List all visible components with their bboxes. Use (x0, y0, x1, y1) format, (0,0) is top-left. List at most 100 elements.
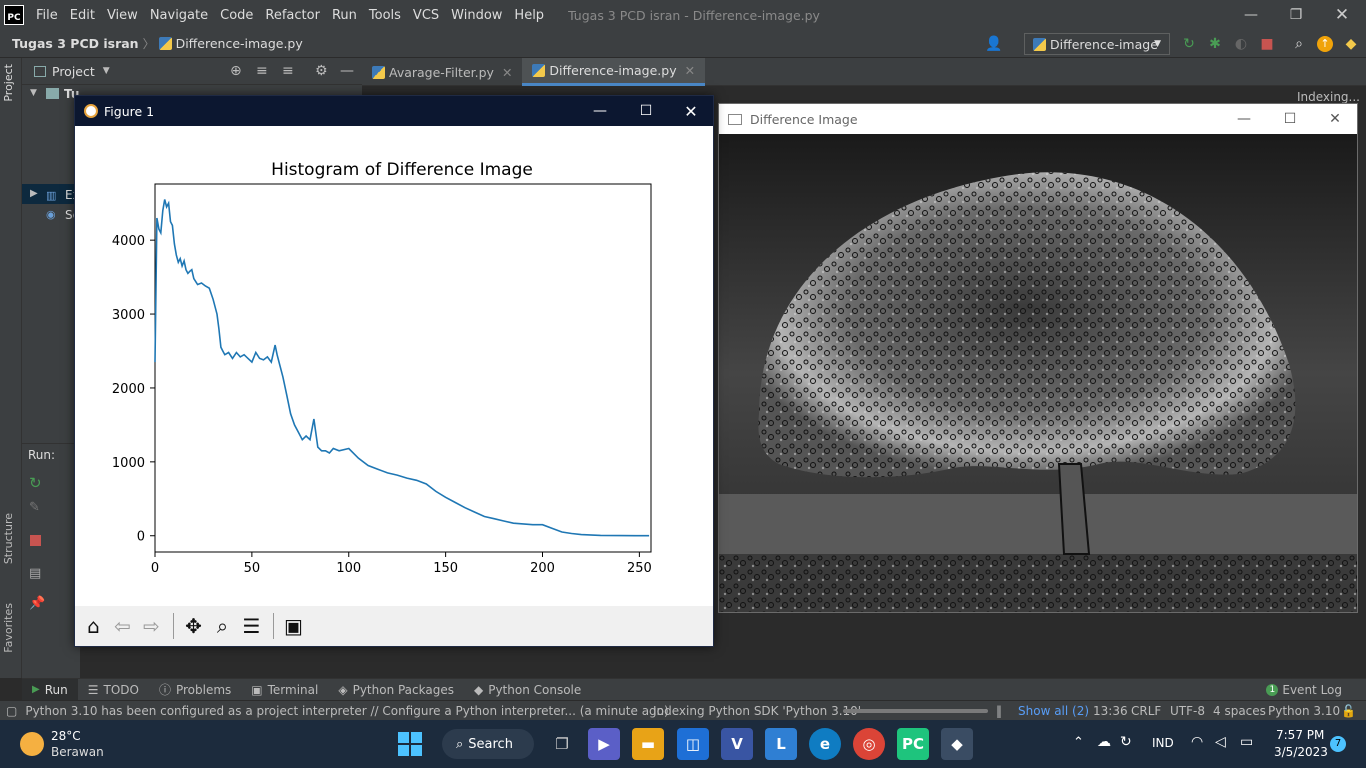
menu-edit[interactable]: Edit (69, 7, 95, 23)
menu-navigate[interactable]: Navigate (149, 7, 209, 23)
interpreter-setting[interactable]: Python 3.10 (1268, 703, 1341, 718)
structure-tool-tab[interactable]: Structure (2, 513, 15, 565)
file-explorer-icon[interactable]: ▬ (632, 728, 664, 760)
notification-badge[interactable]: 7 (1330, 736, 1346, 752)
user-icon[interactable]: 👤 (985, 36, 1003, 52)
menu-run[interactable]: Run (331, 7, 357, 23)
close-tab-icon[interactable]: ✕ (501, 64, 513, 80)
chevron-down-icon[interactable]: ▼ (30, 88, 37, 98)
maximize-icon[interactable]: ☐ (639, 103, 653, 119)
update-icon[interactable]: ↑ (1317, 36, 1333, 52)
minimize-icon[interactable]: — (593, 103, 607, 119)
wifi-icon[interactable]: ◠ (1191, 734, 1204, 750)
teams-icon[interactable]: ▶ (588, 728, 620, 760)
maximize-icon[interactable]: ☐ (1283, 111, 1297, 127)
show-all-link[interactable]: Show all (2) (1018, 703, 1090, 718)
tool-tab-run[interactable]: ▶ Run (22, 678, 78, 701)
menu-window[interactable]: Window (451, 7, 503, 23)
favorites-tool-tab[interactable]: Favorites (2, 603, 15, 653)
onedrive-icon[interactable]: ☁ (1097, 734, 1111, 750)
edge-icon[interactable]: e (809, 728, 841, 760)
layout-icon[interactable]: ▤ (29, 566, 42, 581)
close-icon[interactable]: ✕ (1329, 111, 1341, 127)
rerun-icon[interactable]: ↻ (1183, 36, 1195, 52)
menu-code[interactable]: Code (220, 7, 254, 23)
minimize-icon[interactable]: — (1244, 7, 1258, 23)
wrench-icon[interactable]: ✎ (29, 500, 40, 515)
file-encoding[interactable]: UTF-8 (1170, 703, 1205, 718)
store-icon[interactable]: ◫ (677, 728, 709, 760)
python-logo-icon[interactable]: ◆ (1345, 36, 1357, 52)
menu-view[interactable]: View (106, 7, 138, 23)
battery-icon[interactable]: ▭ (1240, 734, 1254, 750)
windows-start-icon[interactable] (398, 732, 422, 756)
menu-file[interactable]: File (36, 7, 58, 23)
visio-icon[interactable]: V (721, 728, 753, 760)
lock-icon[interactable]: 🔓 (1341, 703, 1356, 718)
close-icon[interactable]: ✕ (1334, 5, 1350, 25)
hide-icon[interactable]: — (340, 63, 354, 79)
indent-setting[interactable]: 4 spaces (1213, 703, 1266, 718)
save-icon[interactable]: ▣ (284, 614, 303, 638)
pycharm-taskbar-icon[interactable]: PC (897, 728, 929, 760)
chevron-up-icon[interactable]: ⌃ (1073, 735, 1084, 750)
minimize-icon[interactable]: — (1237, 111, 1251, 127)
home-icon[interactable]: ⌂ (87, 614, 100, 638)
rerun-icon[interactable]: ↻ (29, 474, 42, 492)
input-language[interactable]: IND (1152, 736, 1174, 750)
chevron-down-icon[interactable]: ▼ (102, 66, 110, 76)
coverage-icon[interactable]: ◐ (1234, 36, 1248, 52)
chevron-right-icon[interactable]: ▶ (30, 188, 38, 199)
status-layout-icon[interactable]: ▢ (6, 703, 18, 718)
pycharm-logo-icon[interactable]: PC (4, 5, 24, 25)
histogram-chart[interactable]: Histogram of Difference Image 0 50 100 150 2… (75, 126, 713, 606)
run-config-select[interactable]: Difference-image ▼ (1024, 33, 1170, 55)
tool-tab-python-console[interactable]: ◆ Python Console (464, 683, 591, 697)
clock-date[interactable]: 3/5/2023 (1274, 745, 1328, 759)
pin-icon[interactable]: 📌 (29, 596, 46, 611)
menu-tools[interactable]: Tools (368, 7, 401, 23)
menu-refactor[interactable]: Refactor (265, 7, 320, 23)
weather-icon[interactable] (20, 732, 44, 756)
task-view-icon[interactable]: ❐ (555, 735, 569, 753)
debug-icon[interactable]: ✱ (1209, 36, 1221, 52)
breadcrumb-file[interactable]: Difference-image.py (175, 36, 303, 51)
stop-icon[interactable] (30, 535, 41, 546)
tab-difference-image[interactable]: Difference-image.py ✕ (522, 58, 706, 86)
pan-icon[interactable]: ✥ (185, 614, 202, 638)
locate-icon[interactable]: ⊕ (230, 63, 242, 79)
project-tool-tab[interactable]: Project (2, 64, 15, 102)
taskbar-search-button[interactable]: ⌕ Search (442, 729, 534, 759)
selected-tree-row[interactable] (22, 184, 74, 204)
menu-vcs[interactable]: VCS (412, 7, 440, 23)
tool-tab-python-packages[interactable]: ◈ Python Packages (328, 683, 464, 697)
project-panel-label[interactable]: Project (52, 63, 95, 79)
difference-image-canvas[interactable] (719, 134, 1357, 612)
weather-desc[interactable]: Berawan (51, 745, 104, 759)
line-separator[interactable]: CRLF (1131, 703, 1162, 718)
forward-icon[interactable]: ⇨ (143, 614, 160, 638)
caret-position[interactable]: 13:36 (1093, 703, 1128, 718)
configure-icon[interactable]: ☰ (242, 614, 261, 638)
chrome-icon[interactable]: ◎ (853, 728, 885, 760)
stop-icon[interactable]: ■ (1260, 36, 1274, 52)
pause-icon[interactable]: ‖ (996, 703, 1002, 718)
tool-tab-todo[interactable]: ☰ TODO (78, 683, 149, 697)
clock-time[interactable]: 7:57 PM (1276, 728, 1325, 742)
weather-temp[interactable]: 28°C (51, 729, 81, 743)
l-app-icon[interactable]: L (765, 728, 797, 760)
volume-icon[interactable]: ◁ (1215, 734, 1226, 750)
tool-tab-problems[interactable]: ⓘ Problems (149, 681, 241, 698)
search-icon[interactable]: ⌕ (1295, 36, 1303, 52)
expand-all-icon[interactable]: ≡ (256, 63, 268, 79)
collapse-all-icon[interactable]: ≡ (282, 63, 294, 79)
gear-icon[interactable]: ⚙ (315, 63, 328, 79)
close-tab-icon[interactable]: ✕ (684, 63, 696, 78)
restore-icon[interactable]: ❐ (1289, 7, 1303, 23)
status-message[interactable]: Python 3.10 has been configured as a pro… (25, 703, 669, 718)
sync-icon[interactable]: ↻ (1120, 734, 1132, 750)
python-taskbar-icon[interactable]: ◆ (941, 728, 973, 760)
tool-tab-event-log[interactable]: 1 Event Log (1256, 683, 1352, 697)
menu-help[interactable]: Help (514, 7, 545, 23)
tab-avarage-filter[interactable]: Avarage-Filter.py ✕ (362, 58, 522, 86)
